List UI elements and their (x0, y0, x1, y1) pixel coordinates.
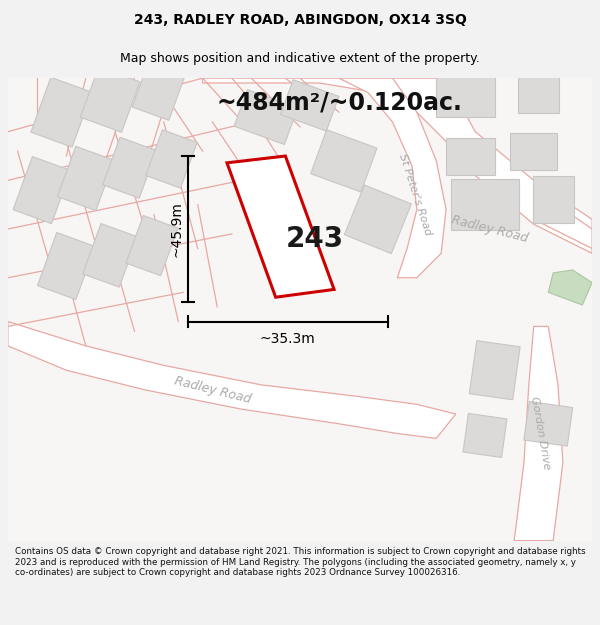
Polygon shape (469, 341, 520, 400)
Text: 243: 243 (286, 225, 344, 253)
Polygon shape (132, 61, 185, 121)
Polygon shape (311, 130, 377, 192)
Polygon shape (146, 130, 197, 188)
Polygon shape (451, 179, 519, 230)
Polygon shape (548, 270, 592, 305)
Polygon shape (37, 232, 95, 299)
Polygon shape (524, 401, 572, 446)
Text: Contains OS data © Crown copyright and database right 2021. This information is : Contains OS data © Crown copyright and d… (15, 548, 586, 577)
Text: Radley Road: Radley Road (450, 213, 530, 245)
Polygon shape (203, 78, 592, 253)
Polygon shape (13, 157, 71, 224)
Text: ~35.3m: ~35.3m (260, 332, 316, 346)
Polygon shape (344, 185, 412, 254)
Polygon shape (511, 132, 557, 169)
Polygon shape (281, 79, 339, 131)
Polygon shape (31, 78, 92, 147)
Text: Radley Road: Radley Road (173, 374, 252, 406)
Polygon shape (80, 67, 140, 132)
Polygon shape (339, 78, 446, 278)
Polygon shape (103, 138, 157, 198)
Polygon shape (533, 176, 574, 223)
Text: ~45.9m: ~45.9m (169, 201, 184, 257)
Text: 243, RADLEY ROAD, ABINGDON, OX14 3SQ: 243, RADLEY ROAD, ABINGDON, OX14 3SQ (134, 12, 466, 26)
Polygon shape (234, 89, 298, 144)
Text: ~484m²/~0.120ac.: ~484m²/~0.120ac. (216, 91, 462, 114)
Polygon shape (436, 68, 495, 117)
Polygon shape (8, 321, 456, 438)
Polygon shape (533, 202, 592, 249)
Polygon shape (227, 156, 334, 298)
Text: Map shows position and indicative extent of the property.: Map shows position and indicative extent… (120, 52, 480, 65)
Polygon shape (446, 138, 495, 174)
Text: St Peter's Road: St Peter's Road (397, 153, 433, 237)
Polygon shape (83, 224, 137, 287)
Polygon shape (58, 146, 114, 211)
Polygon shape (518, 69, 559, 112)
Polygon shape (8, 78, 592, 541)
Polygon shape (126, 216, 178, 276)
Polygon shape (463, 414, 507, 458)
Polygon shape (514, 326, 563, 541)
Text: Gordon Drive: Gordon Drive (529, 396, 552, 471)
